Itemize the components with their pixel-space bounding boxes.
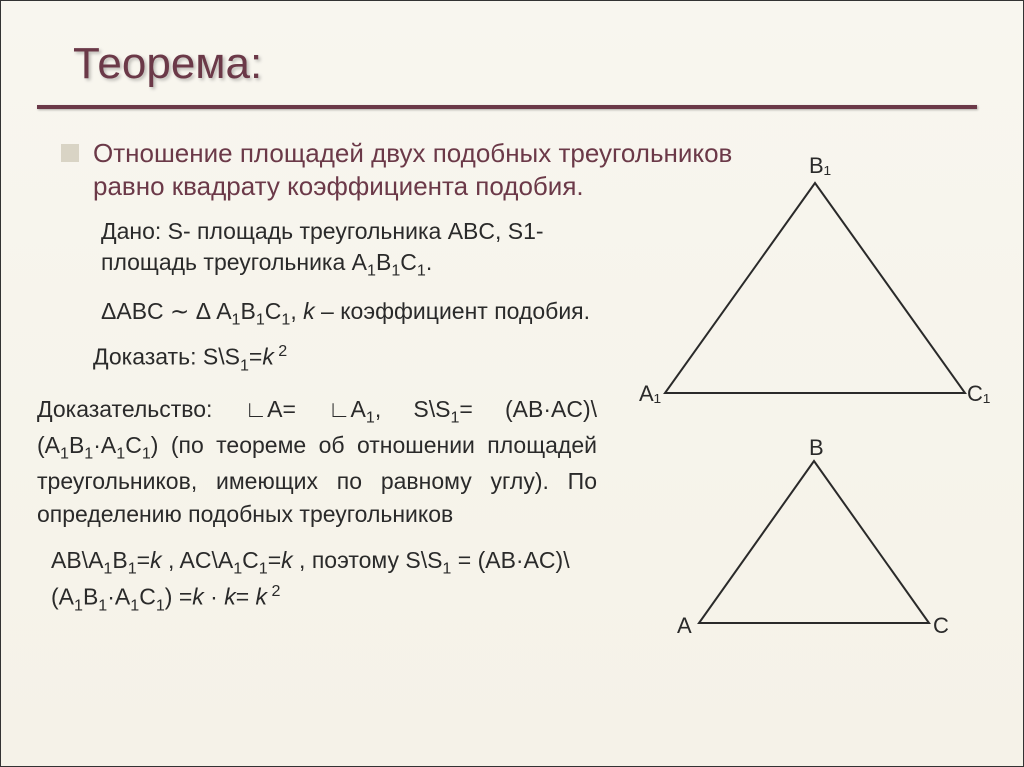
triangle-large-shape — [665, 183, 965, 393]
triangle-small-shape — [699, 461, 929, 623]
vertex-b1-label: B₁ — [809, 153, 831, 179]
triangle-small-svg — [689, 453, 939, 638]
vertex-a-label: A — [677, 613, 692, 639]
vertex-a1-label: A₁ — [639, 381, 661, 407]
vertex-c-label: C — [933, 613, 949, 639]
title-block: Теорема: — [1, 1, 1023, 89]
vertex-b-label: B — [809, 435, 824, 461]
vertex-c1-label: C₁ — [967, 381, 990, 407]
proof-text: Доказательство: ∟A= ∟A1, S\S1= (AB·AC)\(… — [37, 393, 597, 530]
triangle-large-svg — [655, 173, 975, 413]
slide-title: Теорема: — [73, 39, 1023, 89]
triangle-large: B₁ A₁ C₁ — [655, 173, 975, 413]
proof-final-text: AB\A1B1=k , AC\A1C1=k , поэтому S\S1 = (… — [51, 544, 611, 617]
bullet-icon — [61, 144, 79, 162]
given-text: Дано: S- площадь треугольника ABC, S1- п… — [101, 216, 621, 282]
similarity-text: ΔABC ∼ Δ A1B1C1, k – коэффициент подобия… — [101, 296, 621, 331]
triangle-small: B A C — [689, 453, 939, 638]
